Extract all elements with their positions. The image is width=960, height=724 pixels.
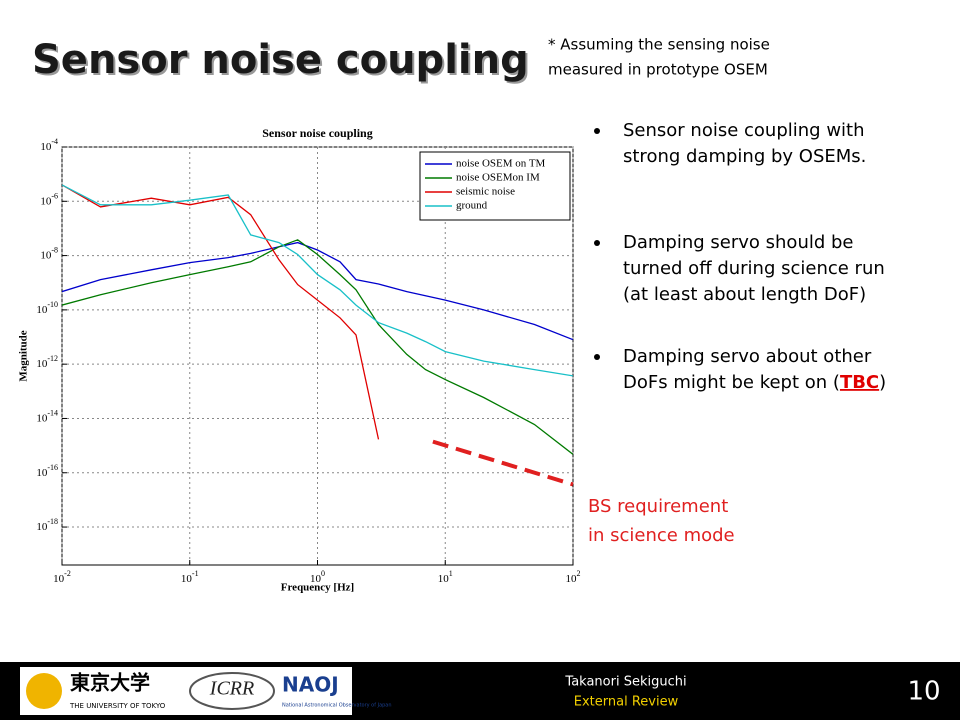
tick-base: 10: [181, 573, 193, 585]
x-axis-label: Frequency [Hz]: [281, 582, 354, 594]
tick-base: 10: [36, 358, 48, 370]
bullet-dot: [594, 354, 600, 360]
logo-text: 東京大学: [70, 671, 150, 695]
bullet-line: Damping servo should be: [623, 232, 854, 253]
tick-exponent: -10: [47, 300, 58, 309]
tick-base: 10: [53, 573, 65, 585]
tick-base: 10: [438, 573, 450, 585]
tick-label: 10-12: [36, 354, 58, 370]
tick-exponent: 2: [577, 569, 581, 578]
bullet-text: DoFs might be kept on (TBC): [623, 372, 886, 393]
tick-base: 10: [40, 141, 52, 153]
tick-label: 10-1: [181, 569, 199, 585]
tick-exponent: -12: [47, 354, 58, 363]
legend-label: noise OSEMon IM: [456, 172, 540, 184]
slide-title: Sensor noise coupling: [32, 37, 529, 83]
tick-exponent: -2: [64, 569, 71, 578]
bullet-line: ): [879, 372, 886, 393]
tick-exponent: -6: [51, 191, 58, 200]
footer-author: Takanori Sekiguchi: [564, 675, 686, 690]
highlight: TBC: [840, 372, 879, 393]
bullet-dot: [594, 240, 600, 246]
bullet-line: Sensor noise coupling with: [623, 120, 865, 141]
tick-label: 100: [310, 569, 325, 585]
bullet-line: (at least about length DoF): [623, 284, 866, 305]
footer-event: External Review: [574, 695, 679, 710]
tick-base: 10: [40, 195, 52, 207]
tick-exponent: -4: [51, 137, 58, 146]
bullet-line: turned off during science run: [623, 258, 885, 279]
tick-label: 10-18: [36, 517, 58, 533]
legend-label: seismic noise: [456, 186, 515, 198]
logo-text: NAOJ: [282, 673, 339, 697]
tick-base: 10: [310, 573, 322, 585]
bullet-text: turned off during science run: [623, 258, 885, 279]
tick-label: 10-16: [36, 463, 58, 479]
requirement-label: in science mode: [588, 525, 735, 546]
bullet-text: (at least about length DoF): [623, 284, 866, 305]
slide-title-shadow: Sensor noise coupling: [34, 39, 531, 85]
tick-label: 101: [438, 569, 453, 585]
tick-exponent: 0: [321, 569, 325, 578]
tick-label: 10-4: [40, 137, 58, 153]
tick-exponent: -16: [47, 463, 58, 472]
bullet-text: Damping servo should be: [623, 232, 854, 253]
tick-exponent: -1: [192, 569, 199, 578]
tick-label: 10-2: [53, 569, 71, 585]
bullet-text: Damping servo about other: [623, 346, 872, 367]
page-number: 10: [907, 677, 940, 707]
requirement-label: BS requirement: [588, 496, 728, 517]
logo-text: ICRR: [209, 678, 254, 700]
tick-label: 10-10: [36, 300, 58, 316]
logo-text: National Astronomical Observatory of Jap…: [282, 703, 392, 709]
logo-text: THE UNIVERSITY OF TOKYO: [69, 702, 166, 710]
tick-label: 10-8: [40, 245, 58, 261]
note: measured in prototype OSEM: [548, 61, 768, 79]
logo-box: [20, 667, 352, 715]
line: [62, 184, 380, 440]
bullet-dot: [594, 128, 600, 134]
tick-exponent: 1: [449, 569, 453, 578]
tick-exponent: -18: [47, 517, 58, 526]
legend-label: ground: [456, 200, 488, 212]
bullet-text: Sensor noise coupling with: [623, 120, 865, 141]
bullet-line: strong damping by OSEMs.: [623, 146, 866, 167]
line: [62, 239, 573, 455]
line: [62, 184, 573, 377]
tick-base: 10: [566, 573, 578, 585]
tick-label: 10-6: [40, 191, 58, 207]
tick-base: 10: [36, 521, 48, 533]
tick-base: 10: [36, 303, 48, 315]
tick-base: 10: [36, 412, 48, 424]
line: [62, 241, 573, 341]
note: * Assuming the sensing noise: [548, 36, 770, 54]
y-axis-label: Magnitude: [18, 330, 30, 381]
tick-base: 10: [36, 466, 48, 478]
tick-base: 10: [40, 249, 52, 261]
tick-exponent: -8: [51, 245, 58, 254]
bullet-text: strong damping by OSEMs.: [623, 146, 866, 167]
chart-title: Sensor noise coupling: [262, 126, 372, 140]
tick-exponent: -14: [47, 408, 58, 417]
logo-icon: [189, 672, 275, 710]
bullet-line: Damping servo about other: [623, 346, 872, 367]
bullet-line: DoFs might be kept on (: [623, 372, 840, 393]
requirement-line: [432, 439, 574, 487]
tick-label: 10-14: [36, 408, 58, 424]
logo-icon: [26, 673, 62, 709]
tick-label: 102: [566, 569, 581, 585]
chart: Sensor noise coupling Frequency [Hz] Magni…: [18, 126, 581, 594]
legend-label: noise OSEM on TM: [456, 158, 546, 170]
